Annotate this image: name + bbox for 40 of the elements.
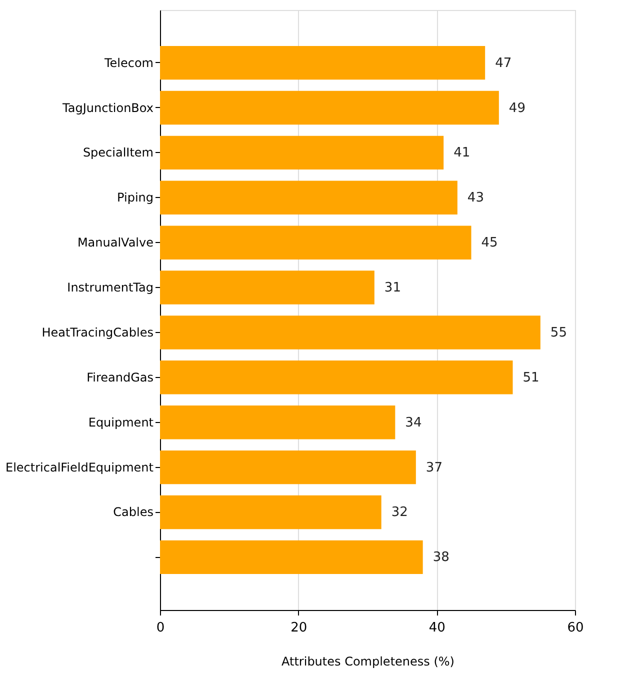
data-label: 43 bbox=[467, 190, 484, 206]
y-tick-label: TagJunctionBox bbox=[62, 100, 154, 115]
y-tick-label: SpecialItem bbox=[82, 146, 154, 160]
bar bbox=[160, 450, 416, 484]
bar bbox=[160, 406, 396, 440]
bar bbox=[160, 226, 472, 260]
data-label: 55 bbox=[550, 325, 567, 340]
x-tick-label: 20 bbox=[290, 620, 308, 636]
data-label: 37 bbox=[426, 460, 442, 476]
bar bbox=[160, 180, 458, 214]
bar bbox=[160, 360, 513, 394]
x-tick-label: 60 bbox=[567, 620, 584, 636]
bar bbox=[160, 495, 382, 530]
data-label: 34 bbox=[405, 415, 422, 430]
data-label: 38 bbox=[432, 550, 450, 566]
y-tick-label: FireandGas bbox=[86, 370, 154, 384]
data-label: 41 bbox=[454, 146, 470, 161]
data-label: 31 bbox=[384, 280, 401, 296]
bar bbox=[160, 540, 423, 574]
bar bbox=[160, 316, 540, 350]
y-tick-label: Piping bbox=[117, 190, 154, 205]
data-label: 45 bbox=[481, 236, 498, 251]
x-axis-title: Attributes Completeness (%) bbox=[282, 654, 454, 668]
y-tick-label: InstrumentTag bbox=[67, 280, 154, 295]
bar bbox=[160, 136, 444, 170]
y-tick-label: Telecom bbox=[103, 56, 154, 70]
y-tick-label: Cables bbox=[113, 505, 154, 520]
bar bbox=[160, 270, 374, 304]
y-tick-label: Equipment bbox=[88, 415, 154, 430]
y-tick-label: ManualValve bbox=[77, 236, 154, 250]
data-label: 47 bbox=[495, 56, 512, 71]
data-label: 32 bbox=[391, 505, 408, 520]
y-tick-label: ElectricalFieldEquipment bbox=[6, 460, 154, 474]
data-label: 51 bbox=[522, 370, 540, 386]
bar bbox=[160, 46, 486, 80]
x-tick-label: 0 bbox=[156, 620, 165, 636]
bar bbox=[160, 90, 499, 125]
x-tick-label: 40 bbox=[428, 620, 446, 636]
y-tick-label: HeatTracingCables bbox=[42, 325, 154, 340]
data-label: 49 bbox=[508, 100, 526, 116]
